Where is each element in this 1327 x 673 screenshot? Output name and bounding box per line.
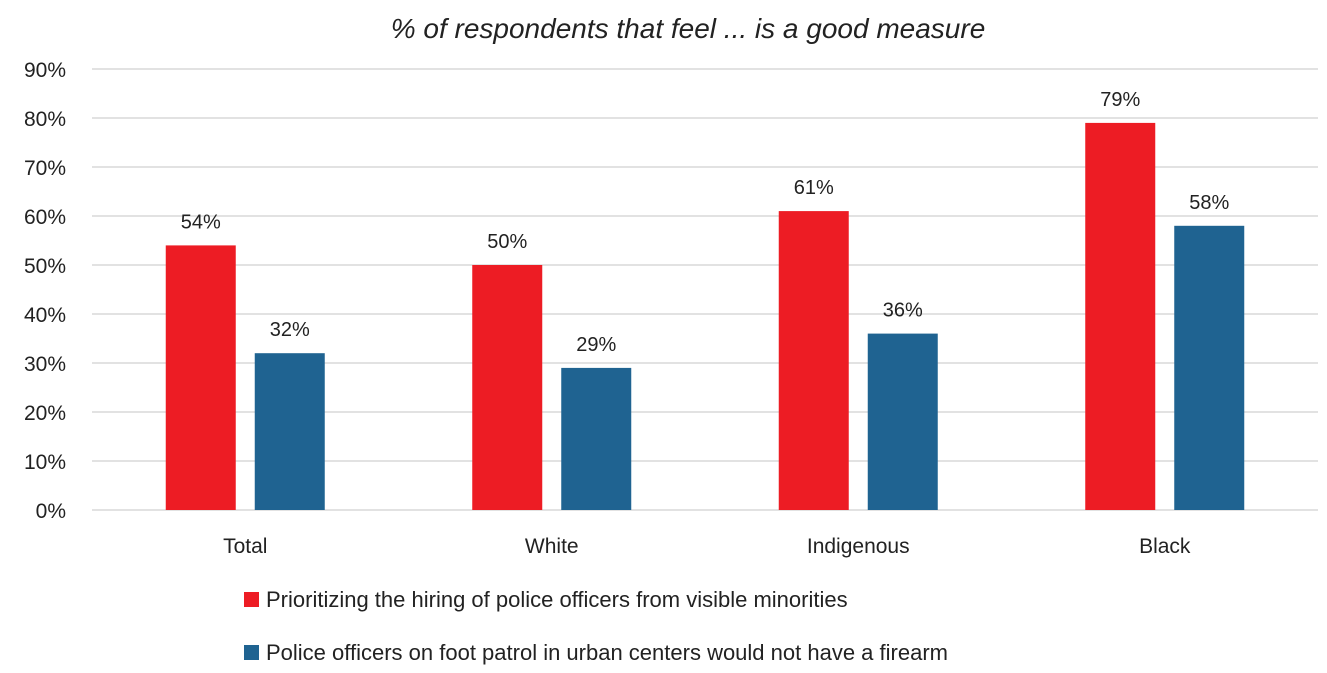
data-label: 54% [181,211,221,233]
y-axis-tick-labels: 0% 10% 20% 30% 40% 50% 60% 70% 80% 90% [24,59,66,523]
x-tick-label: Indigenous [807,535,910,558]
data-label: 58% [1189,192,1229,214]
legend: Prioritizing the hiring of police office… [244,587,948,665]
legend-label: Prioritizing the hiring of police office… [266,587,848,612]
data-label: 32% [270,319,310,341]
data-label: 61% [794,177,834,199]
bar [472,265,543,510]
bar [1174,225,1245,511]
y-tick-label: 10% [24,451,66,474]
y-tick-label: 70% [24,157,66,180]
y-tick-label: 80% [24,108,66,131]
y-tick-label: 40% [24,304,66,327]
y-tick-label: 20% [24,402,66,425]
y-tick-label: 30% [24,353,66,376]
bar [165,245,236,510]
legend-swatch [244,592,259,607]
bars [165,122,1245,511]
bar [254,353,325,510]
y-tick-label: 90% [24,59,66,82]
bar [867,333,938,510]
legend-swatch [244,645,259,660]
x-tick-label: Black [1139,535,1191,558]
y-tick-label: 50% [24,255,66,278]
bar [778,211,849,510]
bar [561,367,632,510]
y-tick-label: 0% [36,500,66,523]
chart-title: % of respondents that feel ... is a good… [391,13,986,44]
bar [1085,122,1156,511]
x-tick-label: White [525,535,579,558]
data-label: 29% [576,334,616,356]
y-tick-label: 60% [24,206,66,229]
legend-label: Police officers on foot patrol in urban … [266,640,948,665]
data-label: 36% [883,300,923,322]
data-labels: 54% 32% 50% 29% 61% 36% 79% 58% [181,89,1230,356]
data-label: 50% [487,231,527,253]
x-axis-category-labels: Total White Indigenous Black [223,535,1191,558]
data-label: 79% [1100,89,1140,111]
x-tick-label: Total [223,535,267,558]
